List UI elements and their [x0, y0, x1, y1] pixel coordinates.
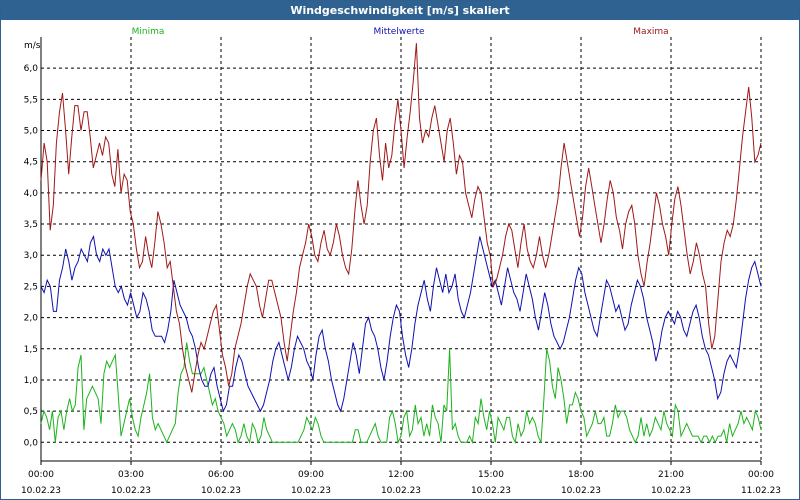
x-tick-date: 10.02.23 — [381, 486, 421, 496]
axes: m/s — [24, 37, 762, 462]
y-tick-label: 3,0 — [24, 251, 39, 261]
x-tick-date: 10.02.23 — [471, 486, 511, 496]
y-tick-label: 3,5 — [24, 220, 38, 230]
y-tick-label: 5,0 — [24, 127, 39, 137]
y-tick-label: 0,0 — [24, 438, 39, 448]
window-title: Windgeschwindigkeit [m/s] skaliert — [1, 1, 799, 20]
x-tick-time: 15:00 — [478, 470, 504, 480]
x-tick-date: 10.02.23 — [291, 486, 331, 496]
series-line-mittelwerte — [40, 234, 762, 413]
x-tick-date: 10.02.23 — [561, 486, 601, 496]
y-unit-label: m/s — [24, 41, 41, 51]
y-tick-label: 4,0 — [24, 189, 39, 199]
x-tick-time: 18:00 — [568, 470, 594, 480]
y-tick-label: 2,5 — [24, 282, 38, 292]
legend-entry-minima: Minima — [132, 27, 165, 37]
x-tick-date: 11.02.23 — [741, 486, 781, 496]
x-tick-time: 09:00 — [298, 470, 324, 480]
y-tick-label: 2,0 — [24, 314, 39, 324]
x-tick-time: 00:00 — [748, 470, 774, 480]
y-tick-label: 4,5 — [24, 158, 38, 168]
x-axis-ticks: 00:00 10.02.23 03:00 10.02.23 06:00 10.02.23 0… — [21, 461, 781, 496]
y-tick-label: 1,0 — [24, 376, 39, 386]
series-line-minima — [40, 342, 762, 445]
x-tick-date: 10.02.23 — [21, 486, 61, 496]
legend-entry-maxima: Maxima — [633, 27, 668, 37]
y-axis-ticks: 0,0 0,5 1,0 1,5 2,0 2,5 3,0 3,5 4,0 4,5 5,0 5,5 6,0 — [24, 64, 39, 448]
legend-entry-mittelwerte: Mittelwerte — [373, 27, 424, 37]
series-line-maxima — [40, 43, 762, 393]
y-tick-label: 0,5 — [24, 407, 38, 417]
legend: Minima Mittelwerte Maxima — [132, 27, 669, 37]
gridlines — [41, 37, 761, 461]
x-tick-date: 10.02.23 — [111, 486, 151, 496]
x-tick-date: 10.02.23 — [201, 486, 241, 496]
x-tick-time: 06:00 — [208, 470, 234, 480]
x-tick-time: 03:00 — [118, 470, 144, 480]
x-tick-time: 21:00 — [658, 470, 684, 480]
x-tick-date: 10.02.23 — [651, 486, 691, 496]
y-tick-label: 5,5 — [24, 95, 38, 105]
x-tick-time: 00:00 — [28, 470, 54, 480]
series-lines — [40, 43, 762, 445]
y-tick-label: 1,5 — [24, 345, 38, 355]
y-tick-label: 6,0 — [24, 64, 39, 74]
x-tick-time: 12:00 — [388, 470, 414, 480]
